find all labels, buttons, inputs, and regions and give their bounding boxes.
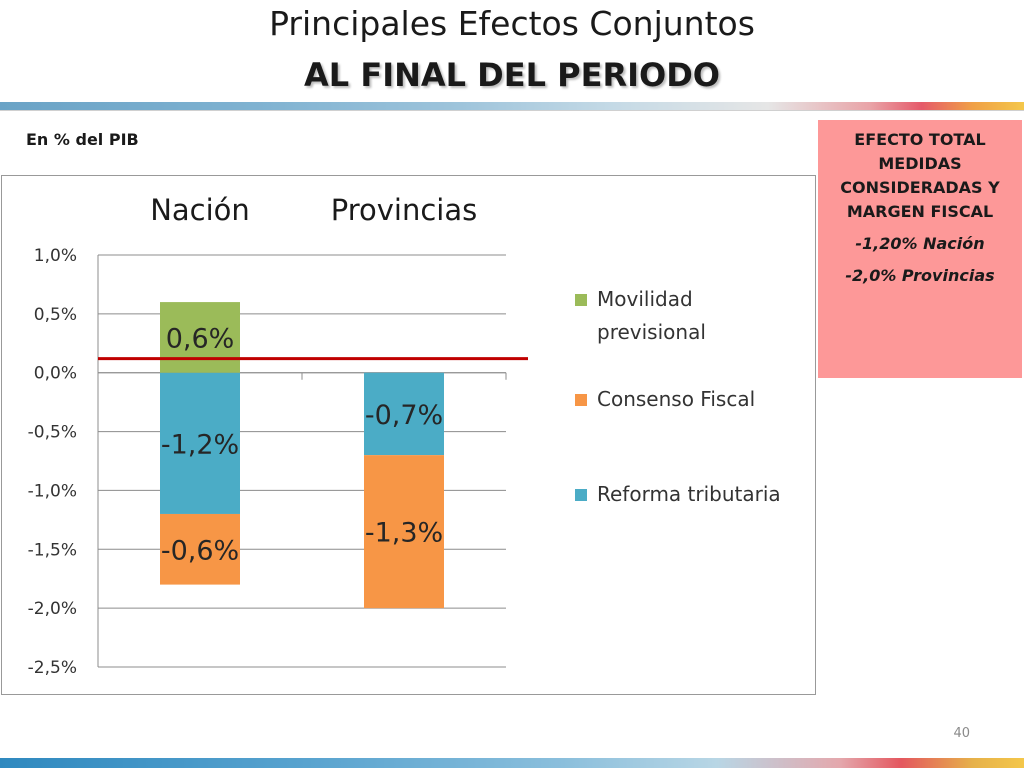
data-label: -1,2%: [161, 429, 239, 460]
legend-label: Reforma tributaria: [597, 482, 781, 506]
legend-swatch: [575, 489, 587, 501]
y-tick-label: -2,0%: [28, 599, 77, 619]
bar-segment: [160, 372, 240, 514]
summary-box: EFECTO TOTAL MEDIDAS CONSIDERADAS Y MARG…: [818, 120, 1022, 378]
top-divider: [0, 110, 1024, 111]
category-label: Nación: [150, 193, 250, 227]
legend-swatch: [575, 294, 587, 306]
slide-title: Principales Efectos Conjuntos: [269, 4, 755, 43]
y-tick-label: -1,0%: [28, 481, 77, 501]
y-tick-label: -1,5%: [28, 540, 77, 560]
y-tick-label: 1,0%: [34, 246, 77, 266]
legend-swatch: [575, 394, 587, 406]
data-label: -1,3%: [365, 518, 443, 549]
y-tick-label: -0,5%: [28, 423, 77, 443]
top-decorative-band: [0, 102, 1024, 110]
data-label: -0,6%: [161, 535, 239, 566]
bottom-decorative-band: [0, 758, 1024, 768]
bar-segment: [364, 455, 444, 609]
page-number: 40: [953, 726, 970, 741]
unit-label: En % del PIB: [26, 130, 139, 149]
stacked-bar-chart: 1,0% 0,5% 0,0% -0,5% -1,0% -1,5% -2,0% -2,5% -1,…: [28, 193, 781, 678]
summary-nacion: -1,20% Nación: [855, 234, 985, 253]
bar-segment: [160, 513, 240, 585]
legend-label: Consenso Fiscal: [597, 387, 755, 411]
summary-heading: EFECTO TOTAL MEDIDAS CONSIDERADAS Y MARG…: [840, 130, 1000, 221]
legend-label: Movilidad: [597, 287, 693, 311]
bar-segment: [364, 372, 444, 456]
slide-subtitle: AL FINAL DEL PERIODO: [304, 56, 720, 94]
y-tick-label: 0,5%: [34, 305, 77, 325]
y-tick-label: 0,0%: [34, 364, 77, 384]
summary-provincias: -2,0% Provincias: [845, 266, 995, 285]
category-label: Provincias: [331, 193, 478, 227]
data-label: -0,7%: [365, 400, 443, 431]
bar-segment: [160, 302, 240, 373]
data-label: 0,6%: [166, 323, 235, 354]
y-tick-label: -2,5%: [28, 658, 77, 678]
legend-label: previsional: [597, 320, 706, 344]
